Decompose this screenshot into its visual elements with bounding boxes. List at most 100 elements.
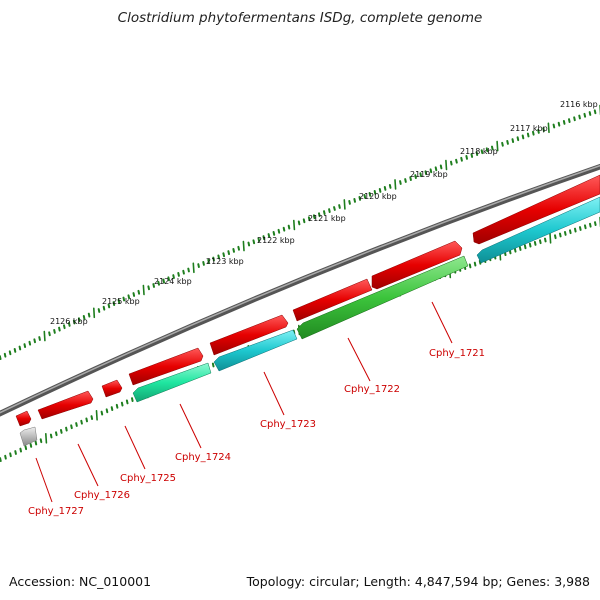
outer-scale-tick <box>573 116 576 122</box>
inner-scale-tick <box>49 433 53 439</box>
outer-scale-tick <box>182 269 185 275</box>
inner-scale-tick <box>120 401 124 407</box>
outer-scale-tick <box>97 308 101 313</box>
inner-scale-tick <box>0 457 2 462</box>
gene-label-cphy-1723[interactable]: Cphy_1723 <box>260 419 316 430</box>
outer-scale-tick <box>48 331 51 337</box>
gene-arrow-cphy-1723[interactable] <box>213 329 298 372</box>
inner-scale-tick <box>125 399 129 405</box>
inner-scale-tick <box>19 447 22 453</box>
inner-scale-tick <box>90 415 94 420</box>
gene-arrow-cphy-1724[interactable] <box>132 362 212 403</box>
leader-cphy-1727 <box>35 457 53 503</box>
gene-label-cphy-1726[interactable]: Cphy_1726 <box>74 490 130 501</box>
outer-scale-tick <box>318 212 321 218</box>
outer-scale-tick <box>147 285 150 291</box>
outer-scale-tick <box>0 355 2 360</box>
leader-cphy-1724 <box>179 403 202 449</box>
inner-scale-tick <box>528 242 532 248</box>
inner-scale-tick <box>115 403 119 409</box>
inner-scale-tick <box>80 419 83 425</box>
outer-scale-tick <box>297 220 301 226</box>
inner-scale-tick <box>579 226 582 231</box>
inner-scale-tick <box>39 438 43 444</box>
outer-scale-tick <box>207 258 210 264</box>
outer-scale-tick <box>232 248 235 253</box>
inner-scale-tick <box>70 424 73 430</box>
outer-scale-tick <box>252 239 256 245</box>
scale-label-2116: 2116 kbp <box>560 100 598 109</box>
outer-scale-tick <box>77 317 81 323</box>
gene-arrow-cphy-1724a[interactable] <box>128 347 204 386</box>
gene-label-cphy-1727[interactable]: Cphy_1727 <box>28 506 84 517</box>
inner-scale-tick <box>513 247 517 253</box>
outer-scale-tick <box>257 237 261 243</box>
outer-scale-tick <box>167 276 170 282</box>
outer-scale-tick <box>506 140 509 145</box>
outer-scale-tick <box>378 188 382 193</box>
outer-scale-tick <box>13 348 17 353</box>
outer-scale-tick <box>358 196 362 201</box>
outer-scale-tick <box>82 315 86 320</box>
outer-scale-tick <box>429 168 433 174</box>
inner-scale-tick <box>95 409 98 421</box>
gene-arrow-cphy-1721b[interactable] <box>371 240 463 290</box>
outer-scale-tick <box>192 262 195 274</box>
outer-scale-tick <box>202 261 205 266</box>
outer-scale-tick <box>63 324 66 330</box>
gene-arrow-cphy-1727[interactable] <box>15 410 32 427</box>
outer-scale-tick <box>43 330 46 342</box>
scale-label-2126: 2126 kbp <box>50 317 88 326</box>
outer-scale-tick <box>542 127 545 132</box>
outer-scale-tick <box>532 130 535 136</box>
outer-scale-tick <box>562 120 566 125</box>
outer-scale-tick <box>242 240 245 252</box>
inner-scale-tick <box>589 222 592 228</box>
inner-scale-tick <box>60 429 63 434</box>
inner-scale-tick <box>533 241 537 246</box>
outer-scale-tick <box>18 345 22 351</box>
gene-arrow-cphy-1721[interactable] <box>472 174 600 245</box>
outer-scale-tick <box>28 340 32 346</box>
inner-scale-tick <box>544 237 547 243</box>
inner-scale-tick <box>65 426 68 432</box>
outer-scale-tick <box>217 254 220 260</box>
outer-scale-tick <box>53 329 56 334</box>
gene-arrow-cyan-right[interactable] <box>476 196 600 264</box>
outer-scale-tick <box>247 241 251 247</box>
inner-scale-tick <box>24 445 28 451</box>
inner-scale-tick <box>14 450 17 455</box>
outer-scale-tick <box>227 250 230 255</box>
outer-scale-tick <box>33 338 36 344</box>
outer-scale-tick <box>222 252 225 258</box>
outer-scale-tick <box>333 206 336 211</box>
outer-scale-tick <box>177 272 180 277</box>
outer-scale-tick <box>267 233 271 238</box>
outer-scale-tick <box>323 210 326 215</box>
outer-scale-tick <box>107 303 111 309</box>
gene-arrow-cphy-1722a[interactable] <box>292 278 373 322</box>
inner-scale-tick <box>131 397 134 402</box>
inner-scale-tick <box>9 452 12 458</box>
gene-label-cphy-1722[interactable]: Cphy_1722 <box>344 384 400 395</box>
outer-scale-tick <box>485 147 489 153</box>
outer-scale-tick <box>122 296 126 302</box>
gene-arrow-cphy-1725[interactable] <box>101 379 123 398</box>
outer-scale-tick <box>112 301 116 306</box>
outer-scale-tick <box>152 283 155 288</box>
gene-label-cphy-1724[interactable]: Cphy_1724 <box>175 452 231 463</box>
leader-cphy-1726 <box>77 443 99 487</box>
gene-arrow-cphy-1722[interactable] <box>296 255 469 340</box>
outer-scale-tick <box>414 174 417 179</box>
gene-label-cphy-1725[interactable]: Cphy_1725 <box>120 473 176 484</box>
inner-scale-tick <box>100 410 104 416</box>
gene-arrow-cphy-1727-pseudo[interactable] <box>19 426 38 447</box>
gene-arrow-cphy-1726[interactable] <box>37 390 94 420</box>
gene-arrow-cphy-1723a[interactable] <box>209 314 289 356</box>
outer-scale-tick <box>343 199 346 210</box>
scale-label-2120: 2120 kbp <box>359 192 397 201</box>
outer-scale-tick <box>72 319 76 325</box>
gene-label-cphy-1721[interactable]: Cphy_1721 <box>429 348 485 359</box>
outer-scale-tick <box>287 224 291 230</box>
